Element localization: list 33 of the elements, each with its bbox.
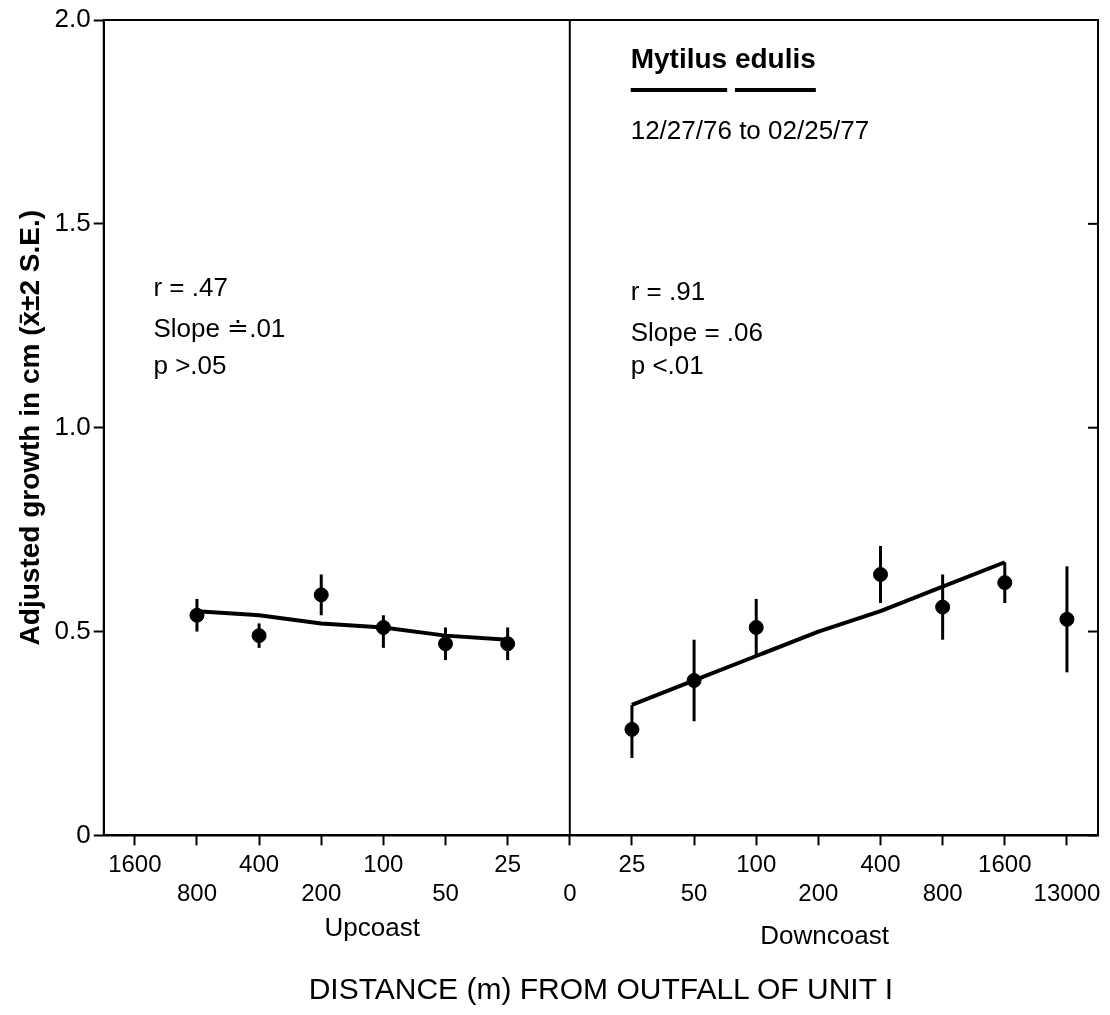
text: Mytilus edulis	[630, 42, 816, 74]
annotation: Slope ≐.01	[153, 313, 286, 344]
x-tick-label: 200	[798, 879, 839, 907]
y-tick-label: 0.5	[54, 614, 91, 645]
x-tick-label: 100	[363, 850, 404, 878]
annotation: r = .91	[630, 276, 706, 307]
text: Upcoast	[324, 912, 421, 943]
y-tick-label: 2.0	[54, 3, 91, 34]
y-axis-title: Adjusted growth in cm (x̄±2 S.E.)	[13, 209, 45, 646]
text: Downcoast	[760, 920, 890, 951]
x-tick-label: 200	[301, 879, 342, 907]
x-tick-label: 800	[176, 879, 217, 907]
x-tick-label: 13000	[1033, 879, 1101, 907]
x-tick-label: 400	[239, 850, 280, 878]
annotation: p >.05	[153, 349, 227, 380]
annotation: r = .47	[153, 272, 228, 303]
x-tick-label: 1600	[108, 850, 162, 878]
x-tick-label: 50	[680, 879, 708, 907]
x-tick-label: 50	[432, 879, 459, 907]
y-tick-label: 1.0	[54, 410, 91, 441]
text: 12/27/76 to 02/25/77	[630, 115, 870, 146]
y-tick-label: 1.5	[54, 207, 91, 238]
x-tick-label: 400	[860, 850, 901, 878]
x-tick-label: 25	[618, 850, 646, 878]
x-tick-label: 25	[494, 850, 522, 878]
x-tick-label: 800	[922, 879, 963, 907]
x-axis-title: DISTANCE (m) FROM OUTFALL OF UNIT I	[308, 972, 894, 1006]
x-tick-label: 0	[563, 879, 577, 907]
x-tick-label: 1600	[978, 850, 1032, 878]
annotation: p <.01	[630, 349, 704, 380]
annotation: Slope = .06	[630, 317, 763, 348]
x-tick-label: 100	[736, 850, 777, 878]
y-tick-label: 0	[76, 818, 91, 849]
